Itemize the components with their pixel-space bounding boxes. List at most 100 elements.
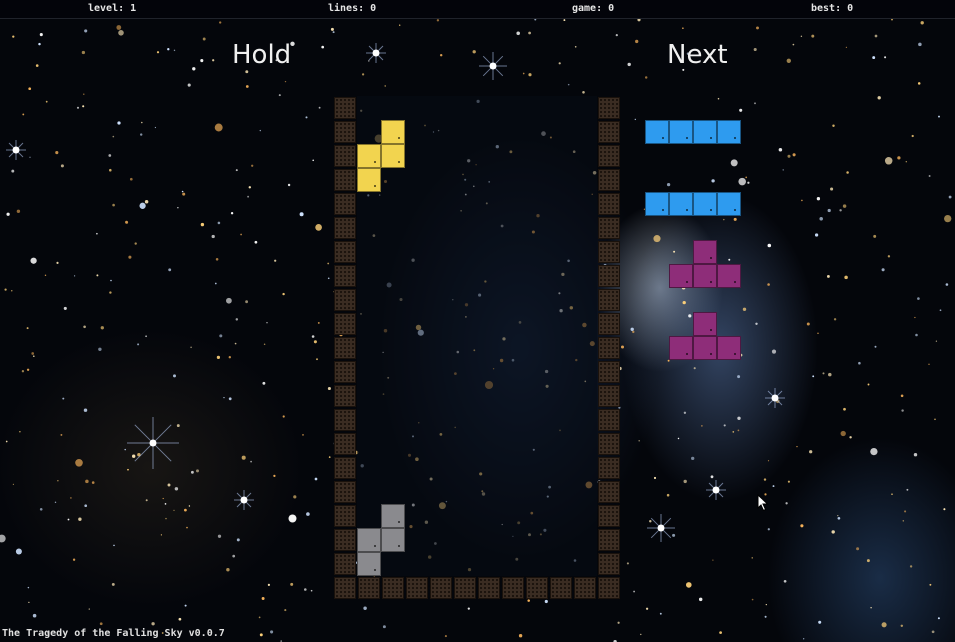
star: [259, 129, 261, 132]
star: [723, 424, 726, 427]
star: [439, 53, 443, 57]
star: [293, 495, 297, 499]
star: [29, 156, 31, 158]
star: [712, 559, 714, 561]
wall-block: [334, 457, 356, 479]
star: [217, 534, 222, 538]
star: [44, 274, 47, 277]
star: [618, 406, 621, 409]
star: [85, 479, 89, 484]
star: [719, 631, 722, 634]
star: [866, 559, 870, 563]
wall-block: [598, 121, 620, 143]
star: [327, 277, 330, 280]
star: [151, 622, 155, 626]
star: [846, 171, 849, 174]
star: [785, 502, 788, 505]
star: [666, 493, 670, 497]
star: [698, 597, 703, 602]
star: [672, 533, 676, 537]
star: [931, 630, 935, 634]
star: [832, 124, 835, 127]
wall-block: [334, 121, 356, 143]
star: [83, 408, 88, 412]
star: [436, 19, 440, 22]
star: [644, 76, 648, 79]
ghost-block: [381, 504, 405, 528]
star: [60, 164, 64, 168]
star: [176, 424, 180, 428]
star: [872, 56, 876, 60]
star: [35, 64, 39, 67]
star: [900, 624, 904, 628]
star: [200, 222, 205, 227]
next-block: [645, 120, 669, 144]
star: [70, 497, 72, 499]
star: [216, 355, 221, 360]
star: [88, 608, 90, 610]
star: [156, 51, 160, 54]
next-block: [717, 264, 741, 288]
playfield-well[interactable]: [357, 96, 597, 576]
star: [858, 361, 861, 365]
star: [16, 209, 21, 213]
star: [234, 342, 237, 345]
star: [251, 164, 254, 167]
star: [168, 268, 172, 272]
star: [842, 204, 847, 208]
star: [167, 48, 170, 51]
ghost-block: [357, 528, 381, 552]
wall-block: [598, 145, 620, 167]
star: [753, 47, 757, 52]
star: [934, 418, 936, 421]
wall-block: [382, 577, 404, 599]
star: [723, 218, 725, 221]
star: [54, 501, 57, 504]
star: [787, 154, 791, 158]
star: [184, 604, 187, 607]
star: [786, 58, 791, 63]
star: [751, 557, 753, 559]
star: [384, 85, 386, 87]
star: [314, 477, 318, 481]
star: [96, 274, 99, 277]
star: [814, 233, 819, 237]
star: [909, 565, 913, 568]
star: [240, 233, 242, 236]
star: [11, 290, 13, 292]
star: [327, 262, 330, 265]
star: [730, 159, 738, 167]
star: [717, 97, 720, 100]
star: [544, 599, 548, 604]
star: [574, 45, 577, 48]
star: [818, 620, 822, 624]
mouse-pointer-icon: [757, 494, 769, 512]
star: [382, 625, 386, 629]
star: [288, 514, 297, 523]
star: [27, 586, 30, 589]
star: [710, 475, 714, 479]
star: [399, 24, 401, 26]
star: [259, 633, 263, 637]
star: [800, 524, 804, 528]
star: [917, 297, 920, 300]
star: [330, 27, 334, 31]
star: [796, 445, 798, 448]
star: [751, 598, 754, 601]
star: [282, 415, 285, 418]
wall-block: [502, 577, 524, 599]
star: [26, 327, 29, 330]
star: [132, 454, 136, 458]
star: [215, 258, 219, 261]
star: [178, 617, 182, 621]
star: [948, 195, 952, 199]
star: [186, 526, 188, 529]
wall-block: [334, 529, 356, 551]
star: [764, 615, 767, 618]
star: [837, 514, 839, 517]
star: [112, 203, 115, 207]
star: [673, 250, 676, 253]
star: [125, 220, 129, 224]
star: [444, 635, 447, 638]
star: [184, 508, 187, 512]
